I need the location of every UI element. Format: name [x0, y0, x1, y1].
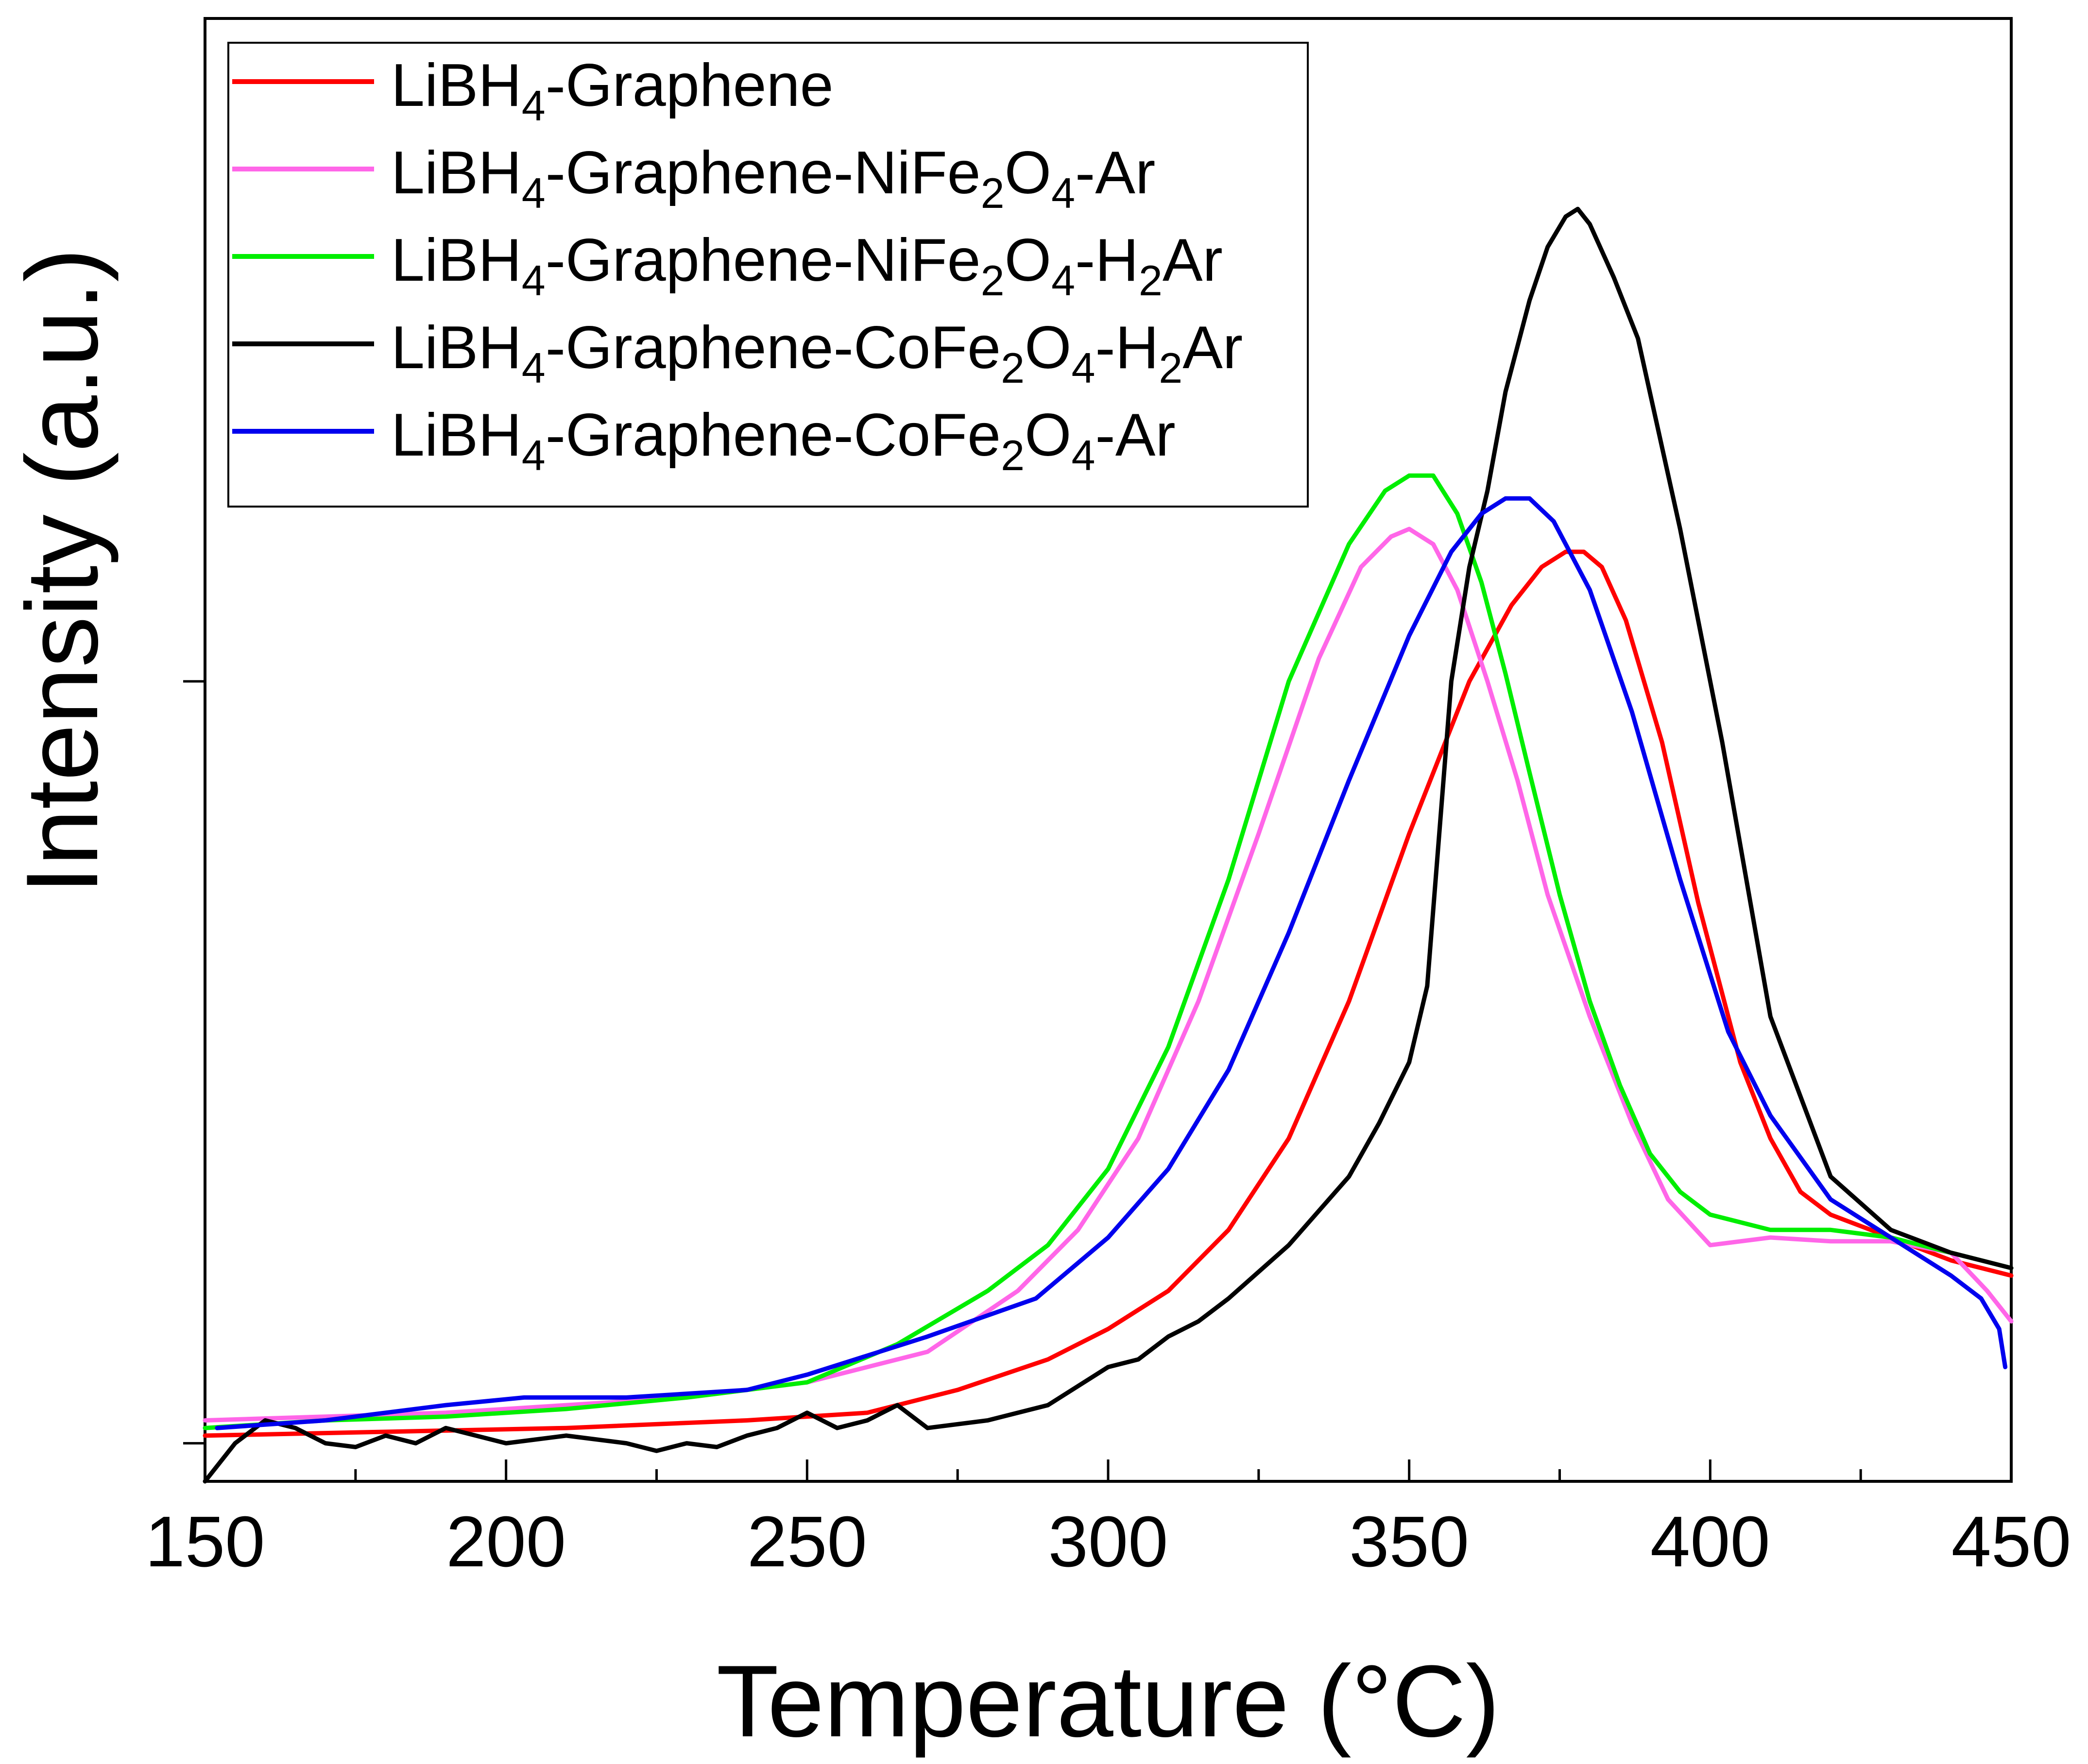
x-tick-label: 150 — [145, 1502, 265, 1582]
x-axis-label: Temperature (°C) — [717, 1644, 1500, 1758]
x-tick-label: 350 — [1349, 1502, 1469, 1582]
x-tick-label: 250 — [747, 1502, 867, 1582]
legend-label: LiBH4-Graphene-CoFe2O4-Ar — [391, 402, 1176, 479]
legend-label: LiBH4-Graphene — [391, 52, 834, 130]
x-tick-label: 200 — [446, 1502, 566, 1582]
x-tick-label: 400 — [1650, 1502, 1770, 1582]
series-lines — [203, 206, 2014, 1484]
series-line-5 — [215, 496, 2008, 1430]
series-line-2 — [203, 526, 2014, 1423]
x-tick-label: 450 — [1951, 1502, 2071, 1582]
x-axis-ticks: 150 200 250 300 350 400 450 — [145, 1459, 2071, 1582]
legend-box — [227, 42, 1309, 508]
legend-label: LiBH4-Graphene-NiFe2O4-H2Ar — [391, 227, 1223, 305]
series-line-1 — [203, 549, 2014, 1438]
series-line-4 — [203, 206, 2014, 1484]
y-axis-ticks — [183, 680, 205, 1445]
legend-label: LiBH4-Graphene-CoFe2O4-H2Ar — [391, 314, 1243, 392]
legend: LiBH4-Graphene LiBH4-Graphene-NiFe2O4-Ar L… — [227, 42, 1309, 508]
y-axis-label: Intensity (a.u.) — [5, 248, 119, 895]
x-tick-label: 300 — [1048, 1502, 1168, 1582]
legend-label: LiBH4-Graphene-NiFe2O4-Ar — [391, 139, 1155, 217]
series-line-3 — [203, 473, 2014, 1430]
